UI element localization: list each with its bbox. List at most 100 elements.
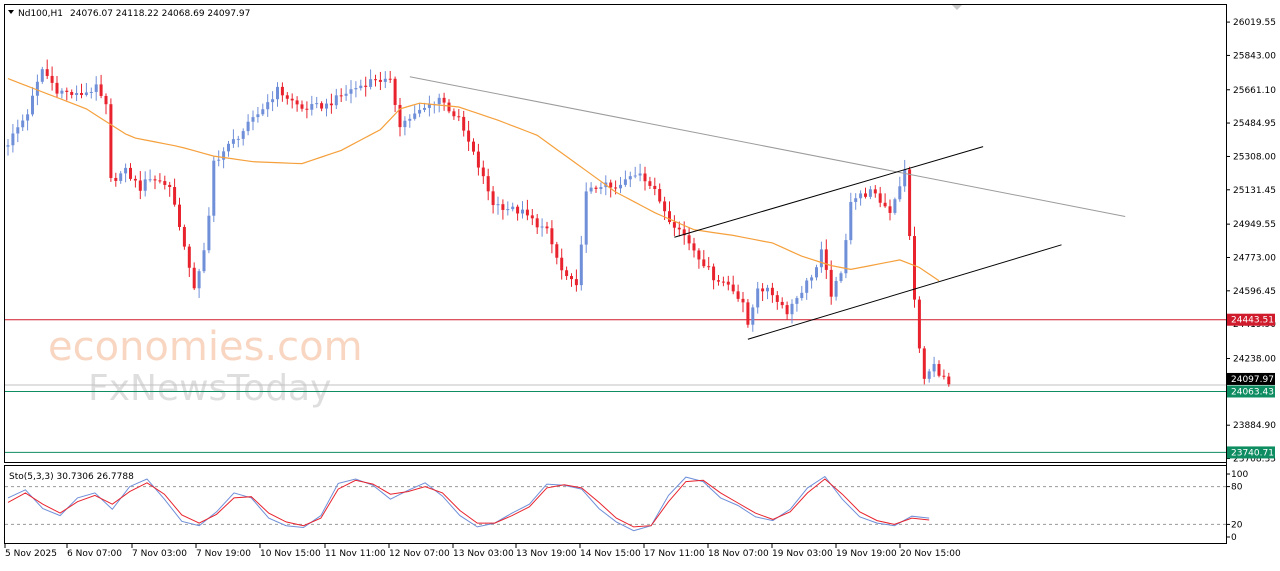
- candle-body: [555, 244, 559, 258]
- candle-body: [374, 79, 377, 81]
- price-label-text: 24097.97: [1231, 375, 1274, 385]
- descending-trendline-line[interactable]: [409, 76, 1126, 217]
- candle-body: [55, 82, 59, 94]
- time-tick-label: 6 Nov 07:00: [67, 549, 122, 559]
- candle-body: [815, 267, 818, 278]
- trend-annotations[interactable]: [409, 76, 1126, 340]
- candle-body: [486, 176, 490, 192]
- candle-body: [633, 175, 637, 177]
- price-tick-label: 24238.00: [1233, 355, 1276, 365]
- price-tick-label: 23708.35: [1233, 455, 1276, 465]
- candle-body: [864, 193, 867, 197]
- candle-body: [75, 93, 79, 95]
- candle-body: [35, 81, 39, 96]
- candle-body: [45, 69, 49, 76]
- candle-body: [712, 266, 716, 281]
- candle-body: [854, 198, 858, 202]
- stoch-tick-label: 100: [1231, 470, 1248, 480]
- candle-body: [927, 371, 931, 379]
- price-tick-label: 23884.90: [1233, 421, 1276, 431]
- candle-body: [222, 151, 226, 160]
- candle-body: [868, 189, 872, 197]
- stoch-signal-line: [7, 478, 930, 528]
- candle-body: [775, 295, 779, 302]
- candle-body: [677, 227, 681, 230]
- candle-body: [619, 184, 622, 189]
- candle-body: [540, 226, 544, 228]
- time-tick-label: 13 Nov 19:00: [516, 549, 577, 559]
- price-tick-label: 24596.45: [1233, 287, 1276, 297]
- candle-body: [481, 167, 485, 177]
- price-label-box: [1227, 385, 1275, 398]
- candle-body: [721, 281, 725, 283]
- candle-body: [790, 303, 794, 315]
- candle-body: [937, 363, 941, 376]
- candle-body: [672, 222, 676, 228]
- candle-body: [501, 204, 505, 210]
- candle-body: [579, 244, 583, 286]
- candle-body: [344, 93, 348, 96]
- candle-body: [653, 185, 657, 190]
- symbol-dropdown-icon[interactable]: [8, 10, 14, 14]
- candle-body: [525, 209, 529, 216]
- candle-body: [628, 176, 632, 180]
- candle-body: [109, 104, 113, 178]
- price-label-current: 24097.97: [1227, 372, 1275, 385]
- candle-body: [805, 280, 809, 293]
- candle-body: [726, 281, 730, 285]
- channel-lower-line[interactable]: [747, 244, 1062, 340]
- candle-body: [256, 114, 260, 118]
- time-tick-label: 10 Nov 15:00: [260, 549, 321, 559]
- candle-body: [80, 93, 83, 95]
- candle-body: [246, 121, 250, 132]
- candle-body: [378, 79, 382, 82]
- candle-body: [393, 78, 397, 105]
- candle-body: [810, 277, 814, 281]
- candles: [6, 59, 951, 387]
- candle-body: [741, 298, 745, 303]
- candle-body: [437, 97, 441, 105]
- candle-body: [354, 88, 358, 90]
- candle-body: [16, 127, 20, 134]
- candle-body: [535, 218, 539, 228]
- candle-body: [795, 298, 799, 304]
- candle-body: [334, 95, 338, 106]
- candle-body: [11, 133, 15, 146]
- watermark-fxnewstoday: FxNewsToday: [88, 368, 331, 409]
- candle-body: [917, 299, 921, 349]
- candle-body: [570, 276, 573, 280]
- channel-upper-line[interactable]: [674, 146, 984, 238]
- candle-body: [104, 95, 108, 105]
- candle-body: [761, 288, 765, 292]
- candle-body: [178, 204, 181, 227]
- candle-body: [99, 84, 103, 96]
- candle-body: [545, 226, 549, 229]
- candle-body: [442, 97, 446, 103]
- candle-body: [663, 201, 667, 212]
- candle-body: [305, 108, 309, 110]
- candle-body: [599, 187, 603, 189]
- horizontal-levels[interactable]: [5, 319, 1226, 453]
- candle-body: [329, 103, 333, 106]
- time-tick-label: 18 Nov 07:00: [708, 549, 769, 559]
- candle-body: [903, 169, 907, 187]
- candle-body: [212, 160, 216, 216]
- candle-body: [153, 179, 157, 181]
- price-label-text: 23740.71: [1231, 448, 1274, 458]
- candle-body: [158, 180, 162, 182]
- price-labels: 24443.51 24097.97 24063.43 23740.71: [1227, 313, 1275, 459]
- time-tick-label: 14 Nov 15:00: [580, 549, 641, 559]
- candle-body: [423, 107, 426, 110]
- candle-body: [70, 91, 74, 95]
- chart-shift-marker-icon[interactable]: [952, 5, 962, 10]
- candle-body: [898, 186, 902, 200]
- candle-body: [521, 209, 524, 214]
- candle-body: [839, 273, 843, 281]
- price-tick-label: 25308.00: [1233, 152, 1276, 162]
- stoch-tick-label: 20: [1231, 520, 1243, 530]
- candle-body: [388, 78, 392, 80]
- candle-body: [94, 84, 98, 92]
- price-tick-label: 25484.95: [1233, 119, 1276, 129]
- stochastic-title: Sto(5,3,3) 30.7306 26.7788: [9, 472, 134, 482]
